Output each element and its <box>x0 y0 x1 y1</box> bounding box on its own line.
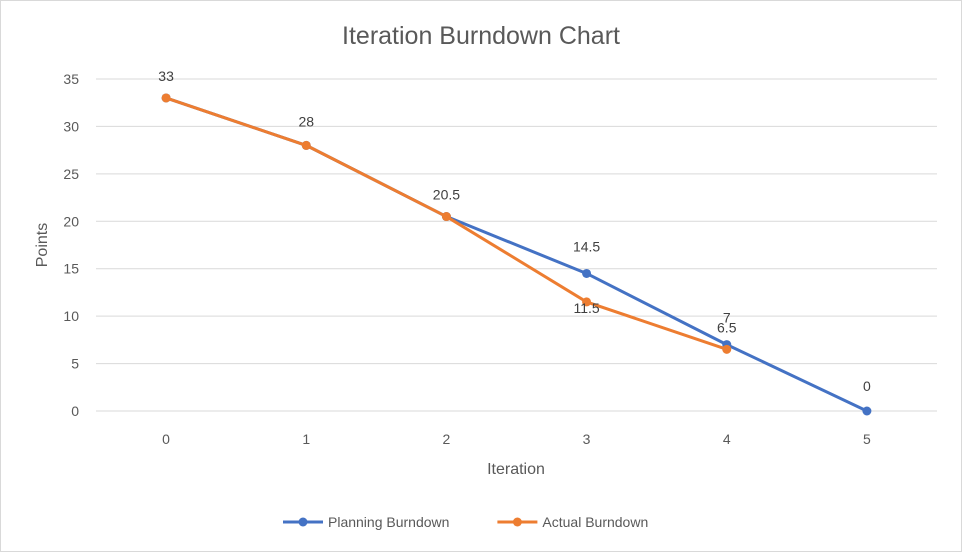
y-tick-label: 25 <box>63 166 79 182</box>
legend-label: Actual Burndown <box>542 514 648 530</box>
x-tick-label: 2 <box>443 431 451 447</box>
data-point-actual-burndown <box>161 93 171 103</box>
legend-marker <box>512 517 522 527</box>
y-tick-label: 10 <box>63 308 79 324</box>
legend-marker <box>298 517 308 527</box>
y-tick-label: 35 <box>63 71 79 87</box>
data-point-planning-burndown <box>582 268 592 278</box>
legend-item-planning-burndown: Planning Burndown <box>283 514 449 530</box>
x-axis-ticks: 0 1 2 3 4 5 <box>162 431 871 447</box>
x-tick-label: 1 <box>302 431 310 447</box>
data-label: 28 <box>298 113 314 129</box>
data-point-actual-burndown <box>301 140 311 150</box>
x-tick-label: 0 <box>162 431 170 447</box>
data-labels: 14.5 7 0 33 28 20.5 11.5 6.5 <box>158 68 871 394</box>
gridlines <box>96 78 937 412</box>
data-label: 7 <box>723 310 731 326</box>
legend-label: Planning Burndown <box>328 514 449 530</box>
data-point-planning-burndown <box>862 406 872 416</box>
data-point-actual-burndown <box>722 344 732 354</box>
data-point-actual-burndown <box>582 297 592 307</box>
y-tick-label: 0 <box>71 403 79 419</box>
series-line-actual-burndown <box>165 96 728 351</box>
y-tick-label: 5 <box>71 356 79 372</box>
x-axis-title: Iteration <box>487 461 545 478</box>
legend-item-actual-burndown: Actual Burndown <box>497 514 648 530</box>
series-layer <box>161 93 872 416</box>
legend: Planning Burndown Actual Burndown <box>283 514 648 530</box>
x-tick-label: 5 <box>863 431 871 447</box>
y-axis-title: Points <box>34 223 51 267</box>
data-label: 20.5 <box>433 187 460 203</box>
data-point-actual-burndown <box>441 212 451 222</box>
y-axis-ticks: 0 5 10 15 20 25 30 35 <box>63 71 79 419</box>
y-tick-label: 15 <box>63 261 79 277</box>
data-label: 33 <box>158 68 174 84</box>
y-tick-label: 20 <box>63 213 79 229</box>
data-label: 11.5 <box>573 300 599 316</box>
data-label: 0 <box>863 378 871 394</box>
data-label: 6.5 <box>717 319 737 335</box>
x-tick-label: 4 <box>723 431 731 447</box>
y-tick-label: 30 <box>63 118 79 134</box>
x-tick-label: 3 <box>583 431 591 447</box>
data-label: 14.5 <box>573 238 600 254</box>
chart-title: Iteration Burndown Chart <box>342 22 620 50</box>
